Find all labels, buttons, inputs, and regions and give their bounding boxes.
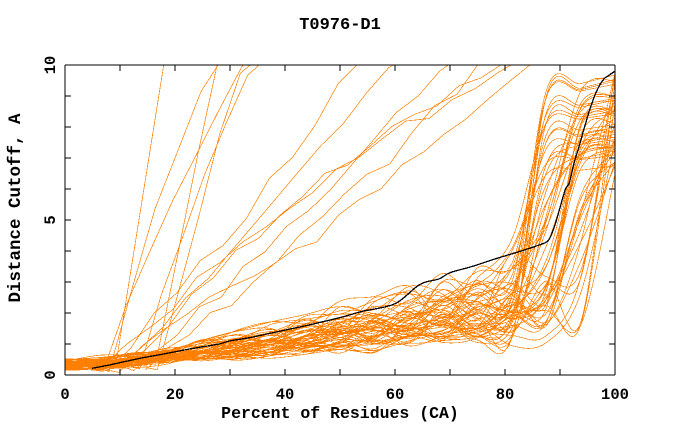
svg-text:100: 100 (601, 386, 629, 404)
svg-text:0: 0 (60, 386, 69, 404)
svg-text:80: 80 (496, 386, 515, 404)
svg-text:60: 60 (386, 386, 405, 404)
svg-text:40: 40 (276, 386, 295, 404)
svg-text:0: 0 (42, 370, 60, 379)
svg-text:20: 20 (166, 386, 185, 404)
svg-text:5: 5 (42, 215, 60, 224)
svg-text:10: 10 (42, 56, 60, 75)
